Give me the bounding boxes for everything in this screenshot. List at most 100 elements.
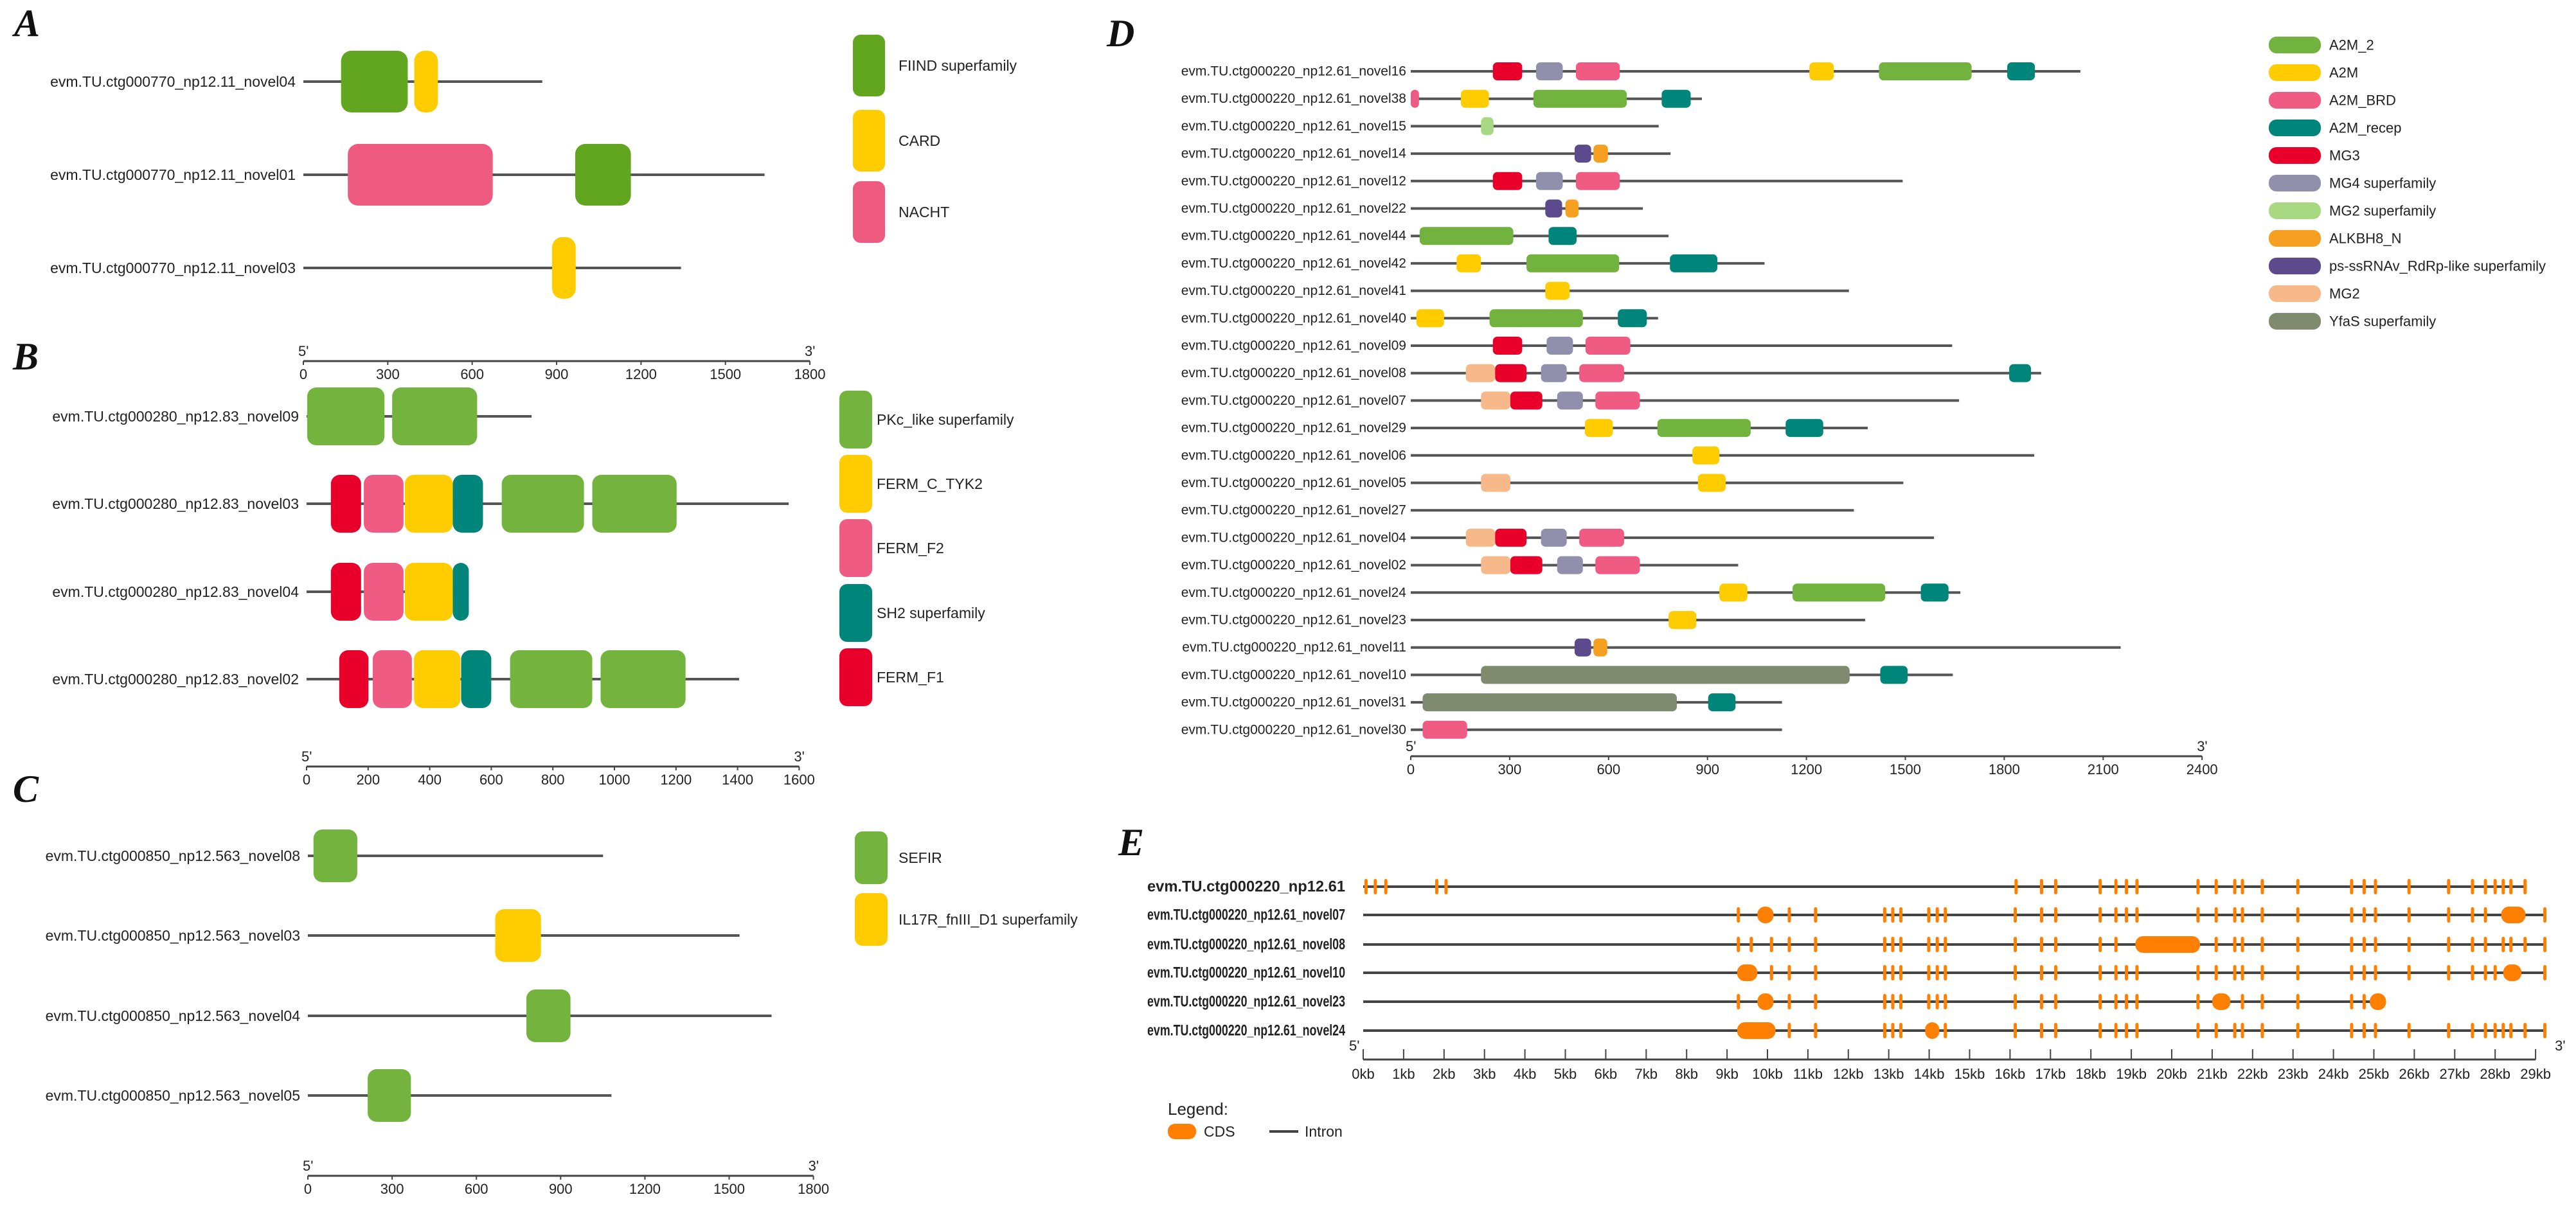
cds-exon: [2233, 937, 2237, 952]
cds-exon: [2471, 1023, 2474, 1038]
cds-exon: [1927, 965, 1931, 980]
cds-exon: [1757, 907, 1774, 923]
domain-a2m-brd: [1411, 89, 1419, 108]
legend-swatch: [853, 181, 885, 243]
gene-row: evm.TU.ctg000770_np12.11_novel01: [50, 144, 765, 206]
domain-a2m-recep: [2009, 364, 2031, 382]
gene-name: evm.TU.ctg000220_np12.61_novel06: [1181, 448, 1406, 463]
gene-row: evm.TU.ctg000220_np12.61_novel23: [1181, 611, 1865, 629]
axis-tick-label: 600: [460, 366, 484, 382]
cds-exon: [2523, 879, 2527, 894]
gene-name: evm.TU.ctg000220_np12.61_novel23: [1181, 613, 1406, 628]
cds-exon: [2407, 1023, 2411, 1038]
cds-exon: [2135, 936, 2201, 953]
axis-tick-label: 600: [465, 1181, 488, 1197]
legend-item: PKc_like superfamily: [839, 391, 1014, 448]
cds-exon: [1944, 994, 1947, 1009]
legend-item: NACHT: [853, 181, 949, 243]
cds-exon: [2509, 1023, 2513, 1038]
cds-exon: [1737, 1022, 1776, 1039]
domain-mg4-superfamily: [1541, 528, 1567, 547]
cds-exon: [1787, 994, 1791, 1009]
cds-exon: [1814, 965, 1818, 980]
legend-label: FERM_F1: [877, 669, 944, 686]
cds-exon: [2509, 937, 2513, 952]
axis-tick-label: 200: [356, 772, 380, 788]
gene-row: evm.TU.ctg000850_np12.563_novel05: [46, 1069, 612, 1122]
axis-tick-label: 1500: [1890, 761, 1921, 777]
cds-exon: [1384, 879, 1388, 894]
cds-exon: [2233, 879, 2237, 894]
cds-exon: [2196, 965, 2200, 980]
gene-name: evm.TU.ctg000220_np12.61_novel04: [1181, 530, 1407, 545]
axis-tick-label: 1800: [1989, 761, 2020, 777]
cds-exon: [2370, 993, 2386, 1010]
axis-tick-label: 3kb: [1473, 1066, 1496, 1082]
domain-a2m-recep: [1548, 227, 1577, 245]
cds-exon: [2125, 994, 2129, 1009]
axis-5prime: 5': [298, 343, 309, 359]
legend-item: FERM_C_TYK2: [839, 455, 983, 513]
cds-exon: [2543, 965, 2547, 980]
cds-exon: [2214, 937, 2218, 952]
gene-name: evm.TU.ctg000220_np12.61_novel27: [1181, 503, 1406, 518]
cds-exon: [1935, 965, 1939, 980]
legend-swatch: [2269, 258, 2321, 274]
cds-swatch: [1168, 1124, 1196, 1139]
cds-exon: [2509, 879, 2513, 894]
cds-exon: [1883, 994, 1886, 1009]
axis-tick-label: 12kb: [1833, 1066, 1864, 1082]
cds-exon: [2296, 1023, 2300, 1038]
domain-ps-ssrnav-rdrp-like-superfamily: [1574, 638, 1591, 657]
cds-exon: [2212, 993, 2231, 1010]
cds-exon: [2260, 907, 2264, 923]
legend-item: FERM_F1: [839, 648, 944, 706]
cds-exon: [2114, 907, 2118, 923]
gene-row: evm.TU.ctg000280_np12.83_novel04: [52, 563, 469, 621]
cds-exon: [2135, 1023, 2139, 1038]
cds-exon: [2374, 937, 2377, 952]
gene-name: evm.TU.ctg000850_np12.563_novel04: [46, 1007, 301, 1024]
cds-exon: [1814, 994, 1818, 1009]
gene-name: evm.TU.ctg000220_np12.61_novel44: [1181, 229, 1407, 244]
axis-3prime: 3': [794, 749, 804, 765]
cds-exon: [2196, 907, 2200, 923]
gene-name: evm.TU.ctg000220_np12.61_novel09: [1181, 339, 1406, 353]
cds-exon: [2260, 879, 2264, 894]
domain-ferm-f2: [364, 563, 404, 621]
cds-exon: [2241, 994, 2244, 1009]
cds-exon: [2447, 965, 2451, 980]
cds-exon: [1787, 907, 1791, 923]
axis-tick-label: 300: [376, 366, 400, 382]
axis-tick-label: 26kb: [2399, 1066, 2430, 1082]
cds-exon: [1899, 965, 1903, 980]
axis-tick-label: 1500: [710, 366, 741, 382]
axis-3prime: 3': [805, 343, 815, 359]
legend-label: A2M_recep: [2329, 120, 2402, 136]
axis-tick-label: 19kb: [2116, 1066, 2147, 1082]
legend-label: YfaS superfamily: [2329, 314, 2436, 330]
axis-3prime: 3': [2555, 1038, 2565, 1054]
cds-exon: [2350, 1023, 2354, 1038]
gene-row: evm.TU.ctg000220_np12.61_novel30: [1181, 720, 1782, 739]
cds-exon: [2501, 937, 2505, 952]
domain-pkc-like-superfamily: [592, 475, 677, 533]
legend-swatch: [839, 584, 872, 642]
domain-sefir: [368, 1069, 411, 1122]
gene-name: evm.TU.ctg000770_np12.11_novel01: [50, 166, 296, 183]
panel-label: E: [1118, 821, 1144, 864]
cds-exon: [2039, 907, 2043, 923]
gene-name: evm.TU.ctg000850_np12.563_novel03: [46, 927, 300, 944]
cds-exon: [1891, 937, 1895, 952]
cds-exon: [2543, 1023, 2547, 1038]
domain-pkc-like-superfamily: [307, 387, 385, 445]
axis-tick-label: 1000: [599, 772, 631, 788]
scale-axis: 5' 3' 0 300 600 900 1200 1500 1800: [303, 1158, 829, 1197]
axis-tick-label: 17kb: [2035, 1066, 2066, 1082]
cds-exon: [1891, 1023, 1895, 1038]
cds-exon: [2053, 965, 2057, 980]
cds-exon: [2039, 879, 2043, 894]
legend-swatch: [2269, 202, 2321, 219]
axis-tick-label: 1kb: [1392, 1066, 1415, 1082]
gene-structure-row: evm.TU.ctg000220_np12.61: [1147, 878, 2527, 896]
